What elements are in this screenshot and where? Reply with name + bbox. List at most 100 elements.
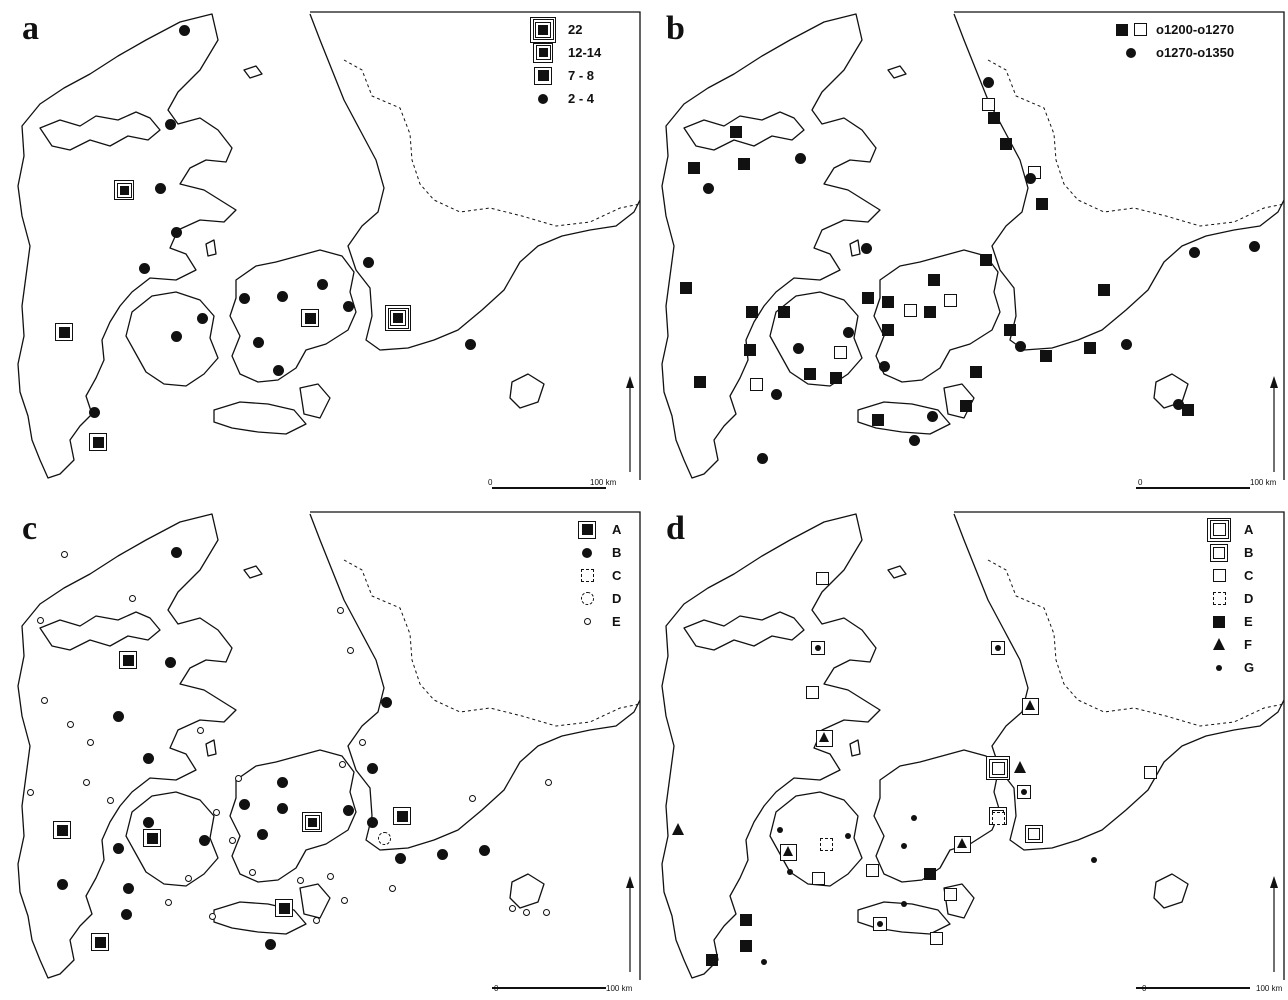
legend-item: F: [1204, 633, 1254, 656]
scale-start: 0: [1138, 478, 1143, 487]
coastline-jutland: [17, 513, 237, 979]
coastline-island1: [243, 65, 263, 79]
legend-symbol-icon: [1204, 543, 1234, 563]
legend-label: B: [612, 545, 622, 560]
legend-symbol-icon: [528, 42, 558, 63]
coastline-funen: [125, 791, 219, 887]
coastline-limfjord: [683, 611, 805, 651]
legend: 22 12-14 7 - 8 2 - 4: [528, 16, 601, 110]
legend-item: B: [1204, 541, 1254, 564]
legend-label: E: [612, 614, 621, 629]
coastline-lolland: [213, 401, 307, 435]
panel-letter: a: [22, 10, 39, 47]
legend-label: B: [1244, 545, 1254, 560]
coastline-zealand: [229, 249, 357, 383]
coastline-bornholm: [509, 373, 545, 409]
legend-symbol-icon: [1204, 589, 1234, 609]
legend-item: E: [1204, 610, 1254, 633]
scale-end: 100 km: [606, 984, 633, 993]
legend-symbol-icon: [572, 520, 602, 540]
coastline-lolland: [857, 901, 951, 935]
coastline-lolland: [857, 401, 951, 435]
north-arrow-head: [1270, 376, 1278, 388]
coastline-jutland: [17, 13, 237, 479]
legend-label: o1270-o1350: [1156, 45, 1235, 60]
legend-item: o1200-o1270: [1116, 18, 1234, 41]
legend-item: 22: [528, 16, 601, 43]
north-arrow-head: [1270, 876, 1278, 888]
coastline-jutland: [661, 513, 881, 979]
legend-label: C: [612, 568, 622, 583]
legend-item: 7 - 8: [528, 64, 601, 87]
north-arrow-head: [626, 876, 634, 888]
coastline-limfjord: [39, 611, 161, 651]
coastline-funen: [769, 291, 863, 387]
legend-item: D: [1204, 587, 1254, 610]
legend-symbol-icon: [572, 612, 602, 632]
legend-item: 2 - 4: [528, 87, 601, 110]
legend-symbol-icon: [528, 89, 558, 109]
coastline-zealand: [229, 749, 357, 883]
legend-symbol-icon: [572, 589, 602, 609]
coastline-bornholm: [509, 873, 545, 909]
panel-letter: c: [22, 510, 38, 547]
legend-item: 12-14: [528, 41, 601, 64]
legend-item: A: [572, 518, 621, 541]
legend-symbol-icon: [528, 16, 558, 43]
scale-end: 100 km: [590, 478, 617, 487]
coastline-limfjord: [683, 111, 805, 151]
basemap-denmark: [17, 11, 641, 489]
legend-symbol-icon: [1204, 517, 1234, 542]
legend-label: G: [1244, 660, 1255, 675]
coastline-jutland: [661, 13, 881, 479]
legend-symbol-icon: [572, 566, 602, 586]
legend-item: D: [572, 587, 621, 610]
map-panel-a: a 22 12-14 7 - 8 2 - 4 0 100 km: [0, 0, 644, 500]
legend-label: A: [612, 522, 622, 537]
legend-label: E: [1244, 614, 1253, 629]
north-arrow-head: [626, 376, 634, 388]
basemap-denmark: [17, 511, 641, 989]
coastline-falster: [943, 883, 975, 919]
scale-start: 0: [1142, 984, 1147, 993]
coastline-samso: [849, 239, 861, 257]
scale-start: 0: [494, 984, 499, 993]
legend-item: A: [1204, 517, 1254, 542]
legend-label: D: [612, 591, 622, 606]
coastline-sweden: [953, 513, 1285, 851]
legend-item: B: [572, 541, 621, 564]
coastline-bornholm: [1153, 873, 1189, 909]
coastline-samso: [205, 239, 217, 257]
coastline-samso: [205, 739, 217, 757]
legend-item: C: [572, 564, 621, 587]
coastline-falster: [299, 883, 331, 919]
coastline-island1: [887, 565, 907, 579]
coastline-funen: [125, 291, 219, 387]
coastline-lolland: [213, 901, 307, 935]
coastline-sweden: [309, 13, 641, 351]
border-line: [987, 59, 1285, 227]
legend-label: D: [1244, 591, 1254, 606]
legend-label: A: [1244, 522, 1254, 537]
legend-symbol-icon: [1204, 658, 1234, 678]
legend-symbol-icon: [1116, 20, 1147, 40]
legend-label: 7 - 8: [568, 68, 595, 83]
coastline-sweden: [309, 513, 641, 851]
legend-symbol-icon: [528, 66, 558, 86]
legend-item: o1270-o1350: [1116, 41, 1234, 64]
legend-item: C: [1204, 564, 1254, 587]
map-frame: [310, 511, 641, 980]
legend-symbol-icon: [1204, 566, 1234, 586]
coastline-island1: [887, 65, 907, 79]
coastline-falster: [299, 383, 331, 419]
legend-symbol-icon: [572, 543, 602, 563]
legend: o1200-o1270 o1270-o1350: [1116, 18, 1234, 64]
map-panel-b: b o1200-o1270 o1270-o1350 0 100 km: [644, 0, 1288, 500]
scale-end: 100 km: [1250, 478, 1277, 487]
legend-label: F: [1244, 637, 1252, 652]
map-frame: [310, 11, 641, 480]
map-frame: [954, 511, 1285, 980]
